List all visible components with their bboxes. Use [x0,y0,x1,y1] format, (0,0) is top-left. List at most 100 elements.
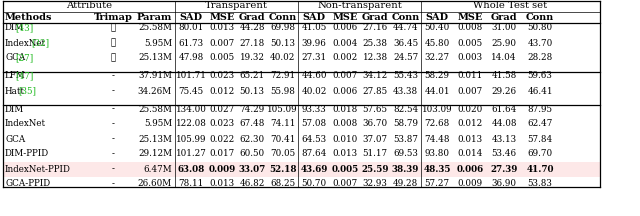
Text: 0.005: 0.005 [458,38,483,48]
Text: 0.006: 0.006 [456,165,484,173]
Text: Param: Param [136,13,172,22]
Text: 57.08: 57.08 [301,119,326,129]
Text: 0.005: 0.005 [332,165,358,173]
Text: Conn: Conn [268,13,296,22]
Text: 64.53: 64.53 [301,135,326,143]
Text: 29.12M: 29.12M [138,149,172,159]
Text: 45.80: 45.80 [424,38,450,48]
Text: 69.53: 69.53 [393,149,418,159]
Text: 50.13: 50.13 [270,38,295,48]
Text: 36.90: 36.90 [492,179,516,189]
Text: 25.13M: 25.13M [138,135,172,143]
Text: 40.02: 40.02 [301,86,326,95]
Text: 62.30: 62.30 [239,135,264,143]
Text: Grad: Grad [491,13,517,22]
Text: Trimap: Trimap [93,13,132,22]
Text: -: - [111,165,115,173]
Text: -: - [111,105,115,113]
Text: 0.013: 0.013 [209,24,235,32]
Text: 0.013: 0.013 [209,179,235,189]
Text: 27.39: 27.39 [490,165,518,173]
Text: 0.010: 0.010 [332,135,358,143]
Text: 24.57: 24.57 [393,54,418,62]
Text: 74.48: 74.48 [424,135,450,143]
Text: 105.09: 105.09 [267,105,298,113]
Text: 0.003: 0.003 [458,54,483,62]
Text: -: - [111,71,115,81]
Text: 93.80: 93.80 [424,149,449,159]
Text: Whole Test set: Whole Test set [474,2,548,11]
Text: 38.39: 38.39 [392,165,419,173]
Text: 75.45: 75.45 [179,86,204,95]
Text: 50.80: 50.80 [527,24,552,32]
Text: 44.01: 44.01 [424,86,450,95]
Text: 103.09: 103.09 [422,105,452,113]
Text: 41.70: 41.70 [526,165,554,173]
Text: 0.007: 0.007 [209,38,235,48]
Text: [32]: [32] [31,38,49,48]
Text: 68.25: 68.25 [270,179,295,189]
Text: 63.08: 63.08 [177,165,205,173]
Text: 55.43: 55.43 [393,71,418,81]
Text: 0.013: 0.013 [458,135,483,143]
Text: 0.006: 0.006 [332,24,358,32]
Text: 60.50: 60.50 [239,149,264,159]
Text: [35]: [35] [18,86,36,95]
Text: 0.023: 0.023 [209,119,235,129]
Text: 33.07: 33.07 [238,165,266,173]
Text: 40.02: 40.02 [270,54,295,62]
Text: Grad: Grad [362,13,388,22]
Text: 101.27: 101.27 [175,149,207,159]
Text: 58.79: 58.79 [393,119,418,129]
Text: Attribute: Attribute [66,2,112,11]
Text: 72.91: 72.91 [270,71,295,81]
Text: SAD: SAD [303,13,326,22]
Text: 72.68: 72.68 [424,119,450,129]
Text: 0.006: 0.006 [332,86,358,95]
Text: 44.08: 44.08 [492,119,516,129]
Text: 0.007: 0.007 [458,86,483,95]
Text: 0.023: 0.023 [209,71,235,81]
Text: 50.13: 50.13 [239,86,264,95]
Text: 101.71: 101.71 [175,71,207,81]
Text: LFM: LFM [5,71,26,81]
Text: 61.73: 61.73 [179,38,204,48]
Text: 0.017: 0.017 [209,149,235,159]
Text: SAD: SAD [179,13,202,22]
Text: 87.64: 87.64 [301,149,326,159]
Text: 57.84: 57.84 [527,135,552,143]
Text: ✓: ✓ [110,54,116,62]
Text: 0.018: 0.018 [332,105,358,113]
Text: 27.31: 27.31 [301,54,326,62]
Text: 57.27: 57.27 [424,179,449,189]
Text: 48.35: 48.35 [423,165,451,173]
Text: 0.007: 0.007 [332,71,358,81]
Text: 67.48: 67.48 [239,119,265,129]
Text: 0.009: 0.009 [458,179,483,189]
Text: GCA: GCA [5,54,25,62]
Text: 12.38: 12.38 [362,54,388,62]
Text: 32.93: 32.93 [363,179,387,189]
Text: 0.005: 0.005 [209,54,235,62]
Text: 25.59: 25.59 [361,165,388,173]
Text: 134.00: 134.00 [175,105,207,113]
Text: 74.29: 74.29 [239,105,264,113]
Text: 70.41: 70.41 [270,135,295,143]
Text: 39.96: 39.96 [301,38,326,48]
Text: -: - [111,135,115,143]
Text: 25.13M: 25.13M [138,54,172,62]
Text: [27]: [27] [15,54,33,62]
Text: 53.87: 53.87 [393,135,418,143]
Text: 26.60M: 26.60M [138,179,172,189]
Text: 122.08: 122.08 [175,119,207,129]
Text: 44.28: 44.28 [239,24,265,32]
Text: 47.98: 47.98 [179,54,204,62]
Text: 69.98: 69.98 [270,24,295,32]
Text: 74.11: 74.11 [270,119,295,129]
Text: 57.65: 57.65 [362,105,387,113]
Text: 0.012: 0.012 [458,119,483,129]
Text: Hatt: Hatt [5,86,25,95]
Text: 32.27: 32.27 [424,54,449,62]
Text: 0.007: 0.007 [332,179,358,189]
Text: 6.47M: 6.47M [143,165,172,173]
